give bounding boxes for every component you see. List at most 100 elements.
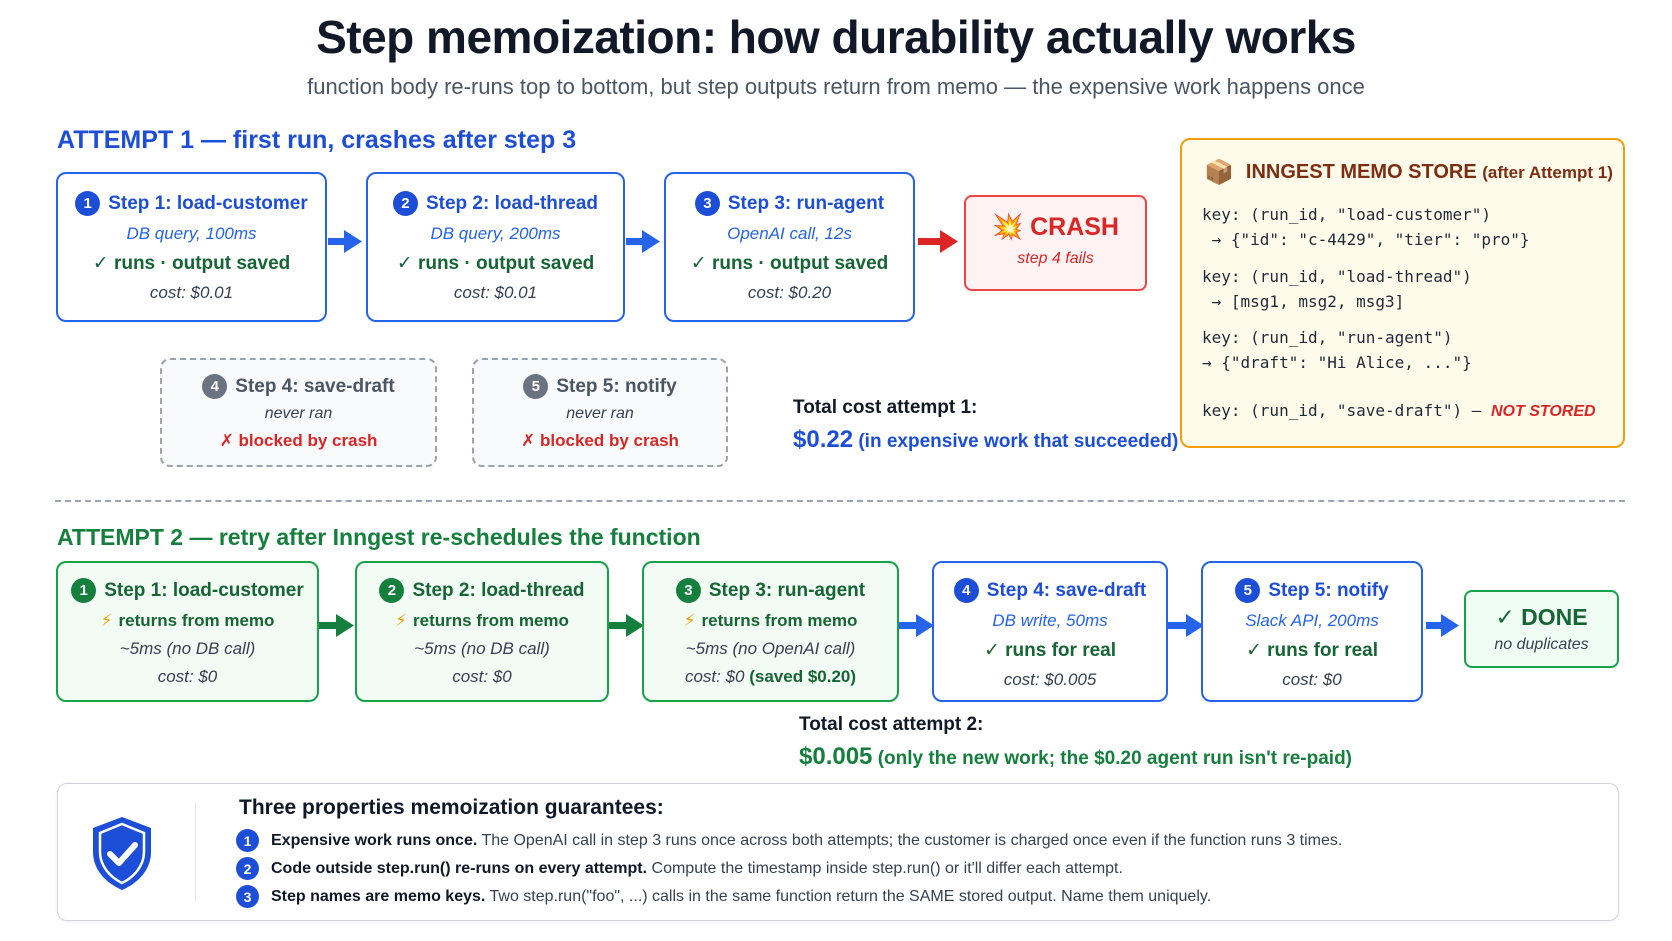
attempt1-step-2: 2 Step 2: load-thread DB query, 200ms ✓ r… [366,172,625,322]
step-title: Step 1: load-customer [108,192,308,214]
step-number-badge: 5 [523,374,549,399]
arrow-right-icon [918,230,958,253]
done-title: ✓ DONE [1495,604,1588,630]
attempt2-step-2: 2 Step 2: load-thread ⚡ returns from memo … [355,561,609,702]
properties-divider [195,802,196,902]
step-cost: cost: $0 [157,667,218,686]
property-number-badge: 1 [236,829,259,852]
step-detail: OpenAI call, 12s [727,224,852,243]
step-cost: cost: $0.01 [149,283,234,302]
attempt1-blocked-step-4: 4 Step 4: save-draft never ran ✗ blocked … [160,358,437,467]
memo-store-title: INNGEST MEMO STORE [1245,161,1477,183]
step-title: Step 2: load-thread [412,579,585,601]
step-status: ✓ runs · output saved [92,253,291,274]
step-title: Step 1: load-customer [104,579,304,601]
step-status: ✗ blocked by crash [521,431,679,450]
attempt1-blocked-step-5: 5 Step 5: notify never ran ✗ blocked by c… [472,358,728,467]
step-number-badge: 4 [953,578,979,603]
memo-key: key: (run_id, "load-customer") [1202,205,1491,224]
step-status: ✓ runs for real [1245,640,1379,661]
step-cost: cost: $0.20 [747,283,832,302]
attempt1-total-value: $0.22 [793,426,854,453]
step-detail: never ran [264,405,333,422]
step-detail: Slack API, 200ms [1245,611,1379,630]
memo-value: → {"draft": "Hi Alice, ..."} [1202,353,1472,372]
step-saved-note: (saved $0.20) [749,667,857,686]
not-stored-label: NOT STORED [1490,403,1596,420]
step-status: ✓ runs · output saved [396,253,595,274]
step-number-badge: 3 [675,578,701,603]
step-title: Step 5: notify [556,375,677,397]
attempt2-total-label: Total cost attempt 2: [799,714,984,735]
arrow-right-icon [609,614,644,637]
shield-check-icon [93,817,151,890]
page-title: Step memoization: how durability actuall… [316,11,1356,63]
step-detail: DB query, 100ms [126,224,257,243]
step-number-badge: 5 [1235,578,1261,603]
step-number-badge: 4 [202,374,228,399]
property-heading: Expensive work runs once. [271,831,478,849]
step-title: Step 3: run-agent [708,579,866,601]
done-subtitle: no duplicates [1494,636,1589,653]
attempt1-total: $0.22 (in expensive work that succeeded) [793,426,1178,454]
memo-entry: key: (run_id, "load-customer") → {"id": … [1202,202,1530,252]
attempt2-step-3: 3 Step 3: run-agent ⚡ returns from memo ~5… [642,561,899,702]
step-status: ✗ blocked by crash [219,431,378,450]
memo-store-panel: 📦 INNGEST MEMO STORE (after Attempt 1) k… [1180,138,1625,448]
lightning-icon: ⚡ [395,611,408,630]
step-number-badge: 2 [392,191,418,216]
crash-title: CRASH [1030,213,1119,241]
memo-entry-missing: key: (run_id, "save-draft") — NOT STORED [1202,398,1596,424]
step-status: returns from memo [413,611,569,630]
step-title: Step 4: save-draft [986,579,1147,601]
done-box: ✓ DONE no duplicates [1464,590,1619,668]
attempt1-total-note: (in expensive work that succeeded) [858,431,1179,452]
step-status: returns from memo [118,611,275,630]
step-cost: cost: $0 [684,667,745,686]
attempt2-total-note: (only the new work; the $0.20 agent run … [877,748,1353,769]
property-number-badge: 2 [236,857,259,880]
arrow-right-icon [328,230,362,253]
step-status: returns from memo [701,611,858,630]
step-cost: cost: $0 [452,667,512,686]
step-detail: DB query, 200ms [430,224,561,243]
attempt2-step-4: 4 Step 4: save-draft DB write, 50ms ✓ run… [932,561,1168,702]
property-item: 2 Code outside step.run() re-runs on eve… [236,857,1123,880]
step-number-badge: 1 [75,191,101,216]
step-title: Step 4: save-draft [235,375,395,397]
memo-entry: key: (run_id, "run-agent") → {"draft": "H… [1202,325,1472,375]
step-number-badge: 2 [379,578,405,603]
step-status: ✓ runs · output saved [690,253,889,274]
step-cost: cost: $0.005 [1003,670,1097,689]
property-text: Two step.run("foo", ...) calls in the sa… [489,887,1212,905]
crash-box: 💥 CRASH step 4 fails [964,195,1147,291]
properties-panel: Three properties memoization guarantees:… [57,783,1619,921]
step-number-badge: 1 [71,578,97,603]
attempt1-step-3: 3 Step 3: run-agent OpenAI call, 12s ✓ ru… [664,172,915,322]
properties-title: Three properties memoization guarantees: [239,796,664,819]
memo-key: key: (run_id, "load-thread") [1202,267,1472,286]
step-detail: ~5ms (no DB call) [119,639,256,658]
attempt-divider [55,500,1625,502]
memo-value: → [msg1, msg2, msg3] [1202,292,1405,311]
memo-store-title-note: (after Attempt 1) [1482,163,1613,182]
memo-key: key: (run_id, "save-draft") — [1202,401,1491,420]
arrow-right-icon [626,230,660,253]
attempt1-step-1: 1 Step 1: load-customer DB query, 100ms ✓… [56,172,327,322]
page-subtitle: function body re-runs top to bottom, but… [307,74,1365,99]
crash-subtitle: step 4 fails [1017,250,1094,267]
lightning-icon: ⚡ [100,611,113,630]
property-text: Compute the timestamp inside step.run() … [651,859,1123,877]
memo-entry: key: (run_id, "load-thread") → [msg1, ms… [1202,264,1472,314]
memo-key: key: (run_id, "run-agent") [1202,328,1453,347]
step-cost: cost: $0 [1282,670,1342,689]
step-title: Step 5: notify [1268,579,1389,601]
attempt2-total: $0.005 (only the new work; the $0.20 age… [799,743,1352,771]
lightning-icon: ⚡ [683,611,696,630]
attempt2-heading: ATTEMPT 2 — retry after Inngest re-sched… [57,524,701,550]
property-heading: Step names are memo keys. [271,887,486,905]
attempt2-total-value: $0.005 [799,743,873,770]
step-title: Step 2: load-thread [425,192,599,214]
property-item: 3 Step names are memo keys. Two step.run… [236,885,1211,908]
property-item: 1 Expensive work runs once. The OpenAI c… [236,829,1342,852]
